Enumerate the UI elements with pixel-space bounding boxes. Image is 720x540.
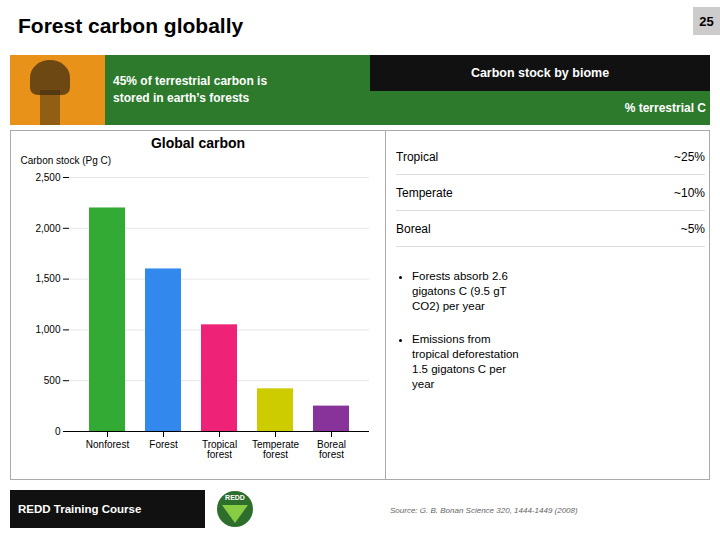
svg-text:2,000: 2,000: [35, 223, 60, 234]
html-text:gigatons C (9.5 gT: gigatons C (9.5 gT: [412, 284, 507, 297]
svg-text:Tropicalforest: Tropicalforest: [202, 439, 237, 460]
html-text:1.5 gigatons C per: 1.5 gigatons C per: [412, 362, 506, 375]
html-text:45% of terrestrial carbon is: 45% of terrestrial carbon is: [113, 74, 268, 89]
svg-text:0: 0: [55, 426, 61, 437]
html-text:Boreal: Boreal: [396, 221, 431, 236]
html-text:stored in earth’s forests: stored in earth’s forests: [113, 91, 250, 105]
svg-text:1,000: 1,000: [35, 324, 60, 335]
svg-text:Nonforest: Nonforest: [86, 439, 130, 450]
html-text:~25%: ~25%: [674, 149, 705, 164]
html-text:tropical deforestation: tropical deforestation: [412, 347, 519, 360]
html-text:Source: G. B. Bonan Science 32: Source: G. B. Bonan Science 320, 1444-14…: [390, 506, 578, 515]
svg-text:Borealforest: Borealforest: [317, 439, 346, 460]
html-text:Forest carbon globally: Forest carbon globally: [18, 14, 244, 37]
svg-text:500: 500: [44, 375, 61, 386]
html-text:~10%: ~10%: [674, 185, 705, 200]
html-text:Tropical: Tropical: [396, 149, 439, 164]
html-text:Carbon stock by biome: Carbon stock by biome: [470, 66, 610, 80]
html-text:Global carbon: Global carbon: [150, 135, 246, 151]
svg-text:Carbon stock (Pg C): Carbon stock (Pg C): [21, 155, 112, 166]
svg-text:2,500: 2,500: [35, 172, 60, 183]
html-text:Forests absorb 2.6: Forests absorb 2.6: [412, 270, 508, 282]
svg-text:Forest: Forest: [149, 439, 178, 450]
html-text:REDD Training Course: REDD Training Course: [18, 503, 142, 515]
html-text:year: year: [412, 377, 435, 390]
html-text:~5%: ~5%: [680, 221, 705, 236]
html-text:Emissions from: Emissions from: [412, 332, 491, 345]
html-text:CO2) per year: CO2) per year: [412, 299, 485, 312]
svg-text:Temperateforest: Temperateforest: [252, 439, 300, 460]
svg-text:1,500: 1,500: [35, 273, 60, 284]
html-text:Temperate: Temperate: [396, 185, 453, 200]
html-text:25: 25: [699, 13, 714, 29]
html-text:% terrestrial C: % terrestrial C: [624, 101, 706, 115]
html-text:REDD: REDD: [225, 494, 245, 501]
